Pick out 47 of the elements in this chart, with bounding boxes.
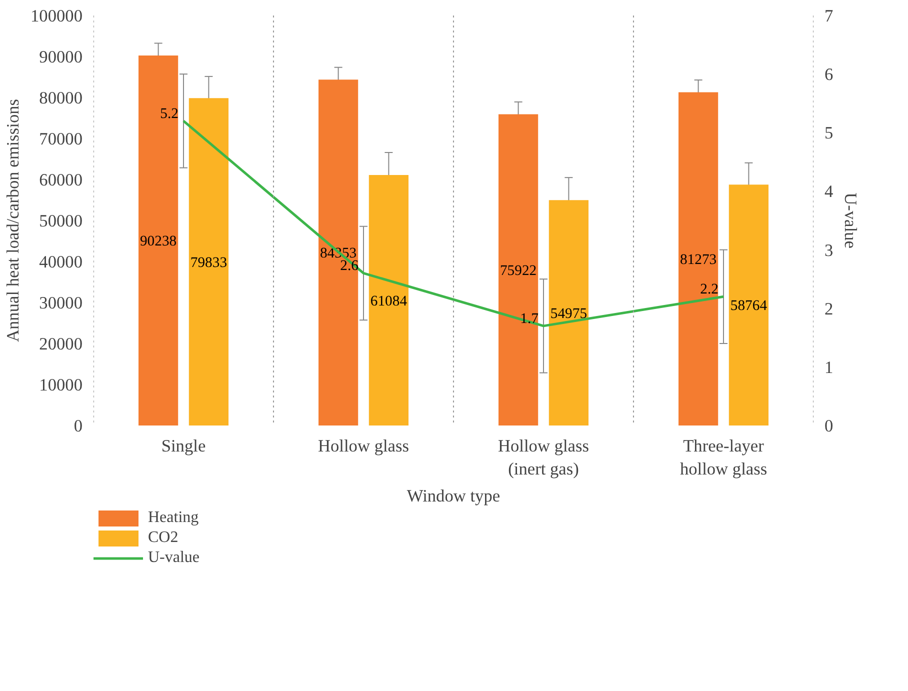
data-label: 2.2 — [700, 282, 719, 298]
y-tick-label: 10000 — [39, 376, 83, 394]
legend-label: CO2 — [148, 529, 178, 547]
bar — [368, 175, 408, 426]
y2-tick-label: 2 — [824, 299, 834, 318]
y2-tick-label: 4 — [824, 182, 834, 202]
legend-label: Heating — [148, 509, 199, 527]
y2-tick-label: 5 — [824, 124, 834, 143]
y-tick-label: 60000 — [39, 170, 83, 190]
data-label: 5.2 — [160, 106, 179, 122]
x-tick-label: Hollow glass (inert gas) — [498, 436, 590, 478]
x-tick-label: Hollow glass — [318, 436, 410, 456]
y-tick-label: 30000 — [39, 294, 83, 312]
bar — [498, 114, 538, 426]
x-tick-label: Three-layer hollow glass — [680, 436, 768, 478]
y-axis-title: Annual heat load/carbon emissions — [4, 98, 23, 342]
y-tick-label: 20000 — [39, 334, 83, 354]
line-series — [182, 120, 725, 328]
data-label: 58764 — [730, 298, 768, 314]
x-tick-label: Single — [161, 436, 206, 456]
data-label: 54975 — [550, 306, 588, 322]
y-tick-label: 0 — [74, 416, 83, 436]
y-tick-label: 100000 — [30, 6, 82, 26]
y-tick-label: 80000 — [39, 88, 83, 108]
y2-tick-label: 7 — [824, 6, 834, 26]
legend-label: U-value — [148, 549, 200, 567]
y-tick-label: 40000 — [39, 252, 83, 272]
data-label: 79833 — [190, 254, 228, 271]
data-label: 75922 — [500, 262, 537, 279]
data-label: 90238 — [140, 234, 177, 250]
y2-tick-label: 6 — [824, 65, 834, 84]
bar — [678, 92, 718, 426]
y-tick-label: 50000 — [39, 212, 83, 230]
y-tick-label: 90000 — [39, 48, 83, 66]
bar — [548, 200, 588, 426]
y2-tick-label: 3 — [824, 240, 834, 260]
x-axis-title: Window type — [406, 486, 500, 506]
bar — [318, 80, 358, 426]
bar — [138, 56, 178, 426]
y2-tick-label: 0 — [824, 416, 834, 436]
y2-axis-title: U-value — [841, 192, 860, 249]
y2-tick-label: 1 — [824, 358, 834, 377]
bar — [188, 98, 228, 426]
data-label: 81273 — [680, 252, 717, 268]
data-label: 61084 — [370, 293, 408, 310]
y-tick-label: 70000 — [39, 130, 83, 148]
bar — [728, 184, 768, 426]
